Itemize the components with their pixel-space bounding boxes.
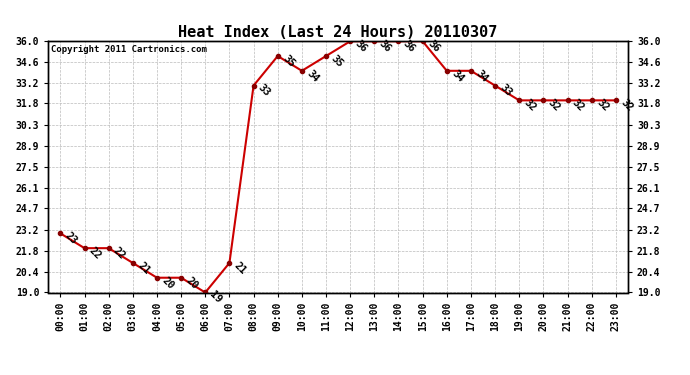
Text: 20: 20 [160,275,176,291]
Text: 32: 32 [546,98,562,114]
Text: 34: 34 [305,68,321,84]
Text: 33: 33 [257,83,273,99]
Text: 33: 33 [498,83,514,99]
Text: 32: 32 [619,98,635,114]
Text: 36: 36 [426,39,442,54]
Title: Heat Index (Last 24 Hours) 20110307: Heat Index (Last 24 Hours) 20110307 [179,25,497,40]
Text: 32: 32 [571,98,586,114]
Text: 32: 32 [522,98,538,114]
Text: 36: 36 [402,39,417,54]
Text: 35: 35 [281,53,297,69]
Text: 20: 20 [184,275,200,291]
Text: 32: 32 [595,98,611,114]
Text: 22: 22 [112,245,128,261]
Text: 36: 36 [377,39,393,54]
Text: 34: 34 [450,68,466,84]
Text: 36: 36 [353,39,369,54]
Text: 21: 21 [136,260,152,276]
Text: 34: 34 [474,68,490,84]
Text: 35: 35 [329,53,345,69]
Text: 21: 21 [233,260,248,276]
Text: Copyright 2011 Cartronics.com: Copyright 2011 Cartronics.com [51,45,207,54]
Text: 19: 19 [208,290,224,306]
Text: 22: 22 [88,245,103,261]
Text: 23: 23 [63,231,79,246]
